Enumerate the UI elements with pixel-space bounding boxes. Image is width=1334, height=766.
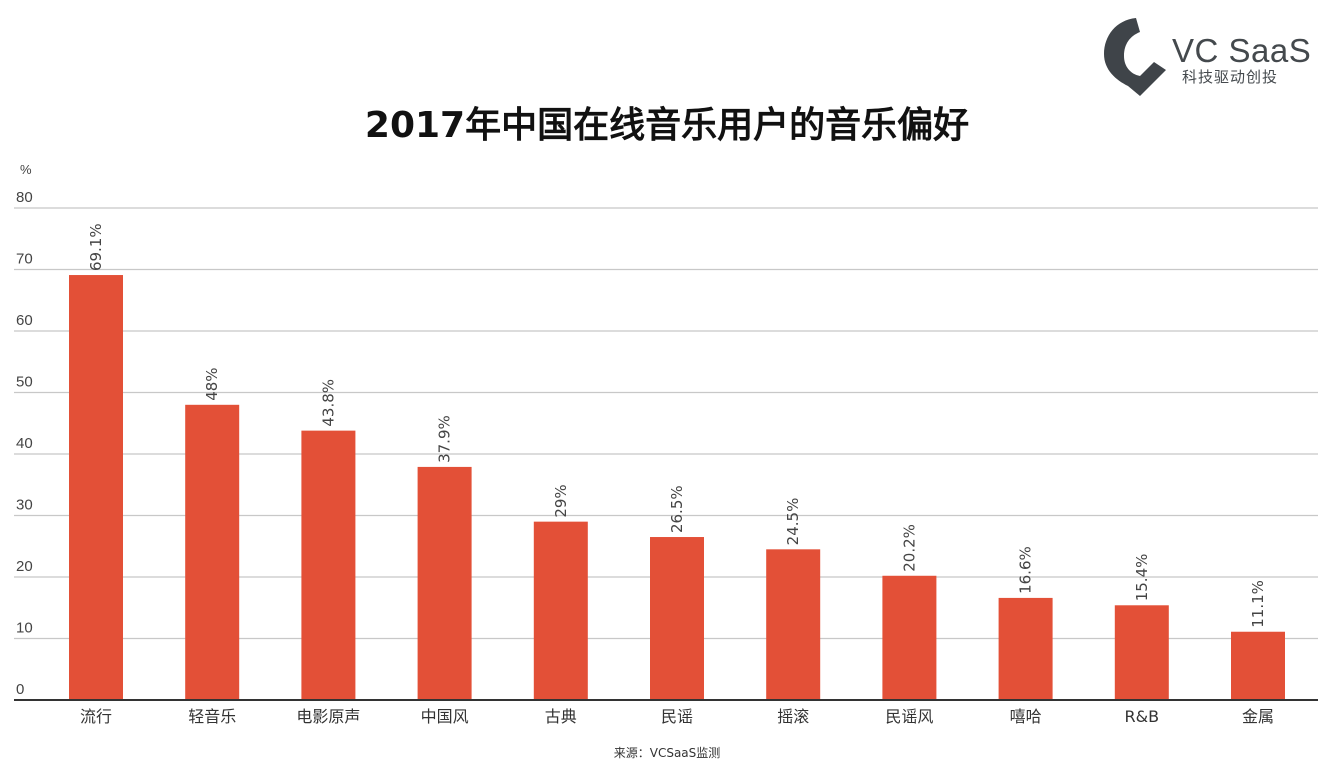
bar bbox=[998, 597, 1053, 700]
y-tick-label: 40 bbox=[16, 435, 33, 452]
data-label: 26.5% bbox=[668, 485, 686, 533]
x-tick-label: 金属 bbox=[1242, 707, 1274, 726]
data-label: 37.9% bbox=[436, 415, 454, 463]
y-tick-label: 70 bbox=[16, 251, 33, 268]
x-tick-label: 嘻哈 bbox=[1010, 707, 1042, 726]
data-label: 24.5% bbox=[784, 498, 802, 546]
data-label: 48% bbox=[203, 367, 221, 400]
bar bbox=[185, 404, 240, 700]
bar bbox=[301, 430, 356, 700]
y-tick-label: 20 bbox=[16, 558, 33, 575]
chart-title: 2017年中国在线音乐用户的音乐偏好 bbox=[364, 105, 970, 147]
x-tick-label: 民谣风 bbox=[885, 707, 933, 726]
x-tick-label: 电影原声 bbox=[296, 707, 360, 726]
bar bbox=[1231, 631, 1285, 700]
x-tick-label: 流行 bbox=[80, 707, 112, 726]
data-label: 43.8% bbox=[319, 379, 337, 427]
bar bbox=[650, 537, 704, 700]
x-tick-label: 民谣 bbox=[661, 707, 693, 726]
bar bbox=[533, 521, 588, 700]
bar bbox=[69, 275, 123, 700]
logo-slogan-text: 科技驱动创投 bbox=[1182, 68, 1279, 86]
data-label: 20.2% bbox=[900, 524, 918, 572]
logo-brand-text: VC SaaS bbox=[1172, 32, 1312, 69]
brand-logo: VC SaaS 科技驱动创投 bbox=[1100, 14, 1320, 104]
y-tick-label: 30 bbox=[16, 497, 33, 514]
bar bbox=[1114, 605, 1169, 700]
y-tick-label: 50 bbox=[16, 374, 33, 391]
y-tick-label: 10 bbox=[16, 620, 33, 637]
data-label: 11.1% bbox=[1249, 580, 1267, 628]
data-label: 16.6% bbox=[1017, 546, 1035, 594]
data-label: 15.4% bbox=[1133, 554, 1151, 602]
y-tick-label: 60 bbox=[16, 312, 33, 329]
bar bbox=[882, 575, 937, 700]
x-tick-label: 摇滚 bbox=[777, 707, 809, 726]
vcsaas-logo-icon bbox=[1104, 18, 1166, 96]
y-tick-label: 0 bbox=[16, 681, 24, 698]
x-tick-label: 轻音乐 bbox=[188, 707, 236, 726]
x-tick-label: 古典 bbox=[545, 707, 577, 726]
data-label: 29% bbox=[552, 484, 570, 517]
source-note: 来源：VCSaaS监测 bbox=[613, 746, 721, 760]
data-label: 69.1% bbox=[87, 223, 105, 271]
bar bbox=[766, 549, 821, 700]
x-tick-label: R&B bbox=[1125, 707, 1160, 726]
x-tick-label: 中国风 bbox=[421, 707, 469, 726]
y-tick-label: 80 bbox=[16, 189, 33, 206]
y-axis-unit-label: % bbox=[20, 162, 32, 177]
bar bbox=[417, 466, 472, 700]
